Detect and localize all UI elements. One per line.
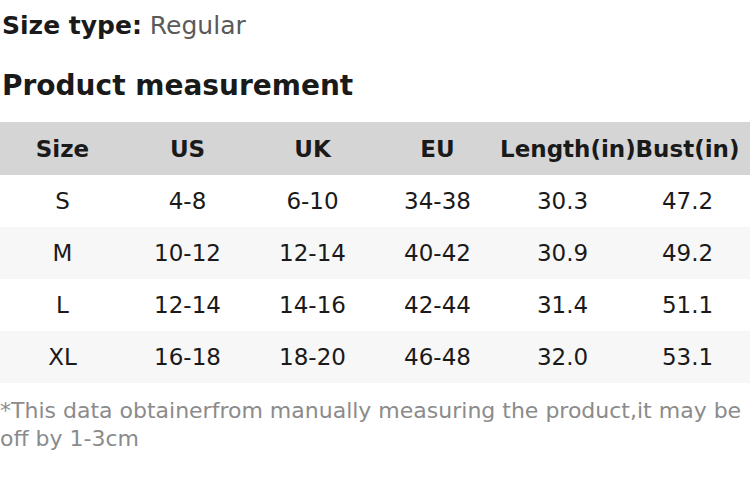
measurement-disclaimer: *This data obtainerfrom manually measuri…: [0, 397, 750, 453]
product-measurement-title: Product measurement: [2, 68, 750, 104]
table-row: L12-1414-1642-4431.451.1: [0, 279, 750, 331]
table-cell: 32.0: [500, 331, 625, 383]
size-type-value: Regular: [150, 11, 246, 40]
header-row: SizeUSUKEULength(in)Bust(in): [0, 122, 750, 175]
table-cell: XL: [0, 331, 125, 383]
size-type-heading: Size type: Regular: [2, 10, 750, 42]
table-cell: 49.2: [625, 227, 750, 279]
table-cell: 30.3: [500, 175, 625, 227]
size-chart-body: S4-86-1034-3830.347.2M10-1212-1440-4230.…: [0, 175, 750, 383]
table-cell: 47.2: [625, 175, 750, 227]
table-cell: 14-16: [250, 279, 375, 331]
table-cell: 51.1: [625, 279, 750, 331]
table-cell: 4-8: [125, 175, 250, 227]
table-row: XL16-1818-2046-4832.053.1: [0, 331, 750, 383]
column-header: Size: [0, 122, 125, 175]
table-cell: 34-38: [375, 175, 500, 227]
column-header: UK: [250, 122, 375, 175]
column-header: US: [125, 122, 250, 175]
size-type-label: Size type:: [2, 11, 142, 40]
table-cell: 12-14: [250, 227, 375, 279]
table-cell: 46-48: [375, 331, 500, 383]
table-cell: 18-20: [250, 331, 375, 383]
table-cell: 53.1: [625, 331, 750, 383]
table-row: M10-1212-1440-4230.949.2: [0, 227, 750, 279]
table-cell: 40-42: [375, 227, 500, 279]
table-cell: S: [0, 175, 125, 227]
size-chart-header: SizeUSUKEULength(in)Bust(in): [0, 122, 750, 175]
table-row: S4-86-1034-3830.347.2: [0, 175, 750, 227]
table-cell: 16-18: [125, 331, 250, 383]
size-chart-table: SizeUSUKEULength(in)Bust(in) S4-86-1034-…: [0, 122, 750, 383]
table-cell: L: [0, 279, 125, 331]
table-cell: 31.4: [500, 279, 625, 331]
column-header: Length(in): [500, 122, 625, 175]
column-header: Bust(in): [625, 122, 750, 175]
table-cell: 30.9: [500, 227, 625, 279]
table-cell: M: [0, 227, 125, 279]
table-cell: 6-10: [250, 175, 375, 227]
table-cell: 12-14: [125, 279, 250, 331]
column-header: EU: [375, 122, 500, 175]
table-cell: 42-44: [375, 279, 500, 331]
table-cell: 10-12: [125, 227, 250, 279]
